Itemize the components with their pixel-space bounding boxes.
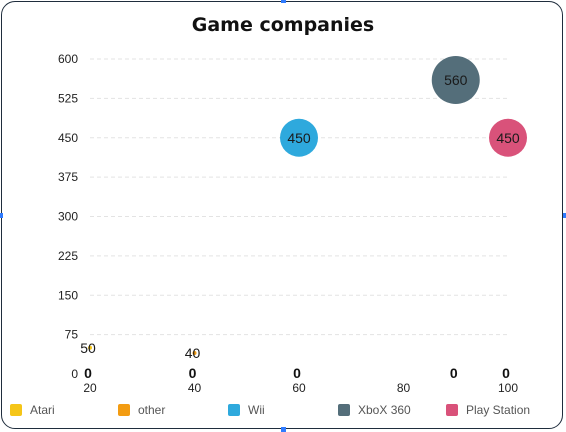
data-label-play-station: 450 <box>496 130 520 146</box>
data-label-atari: 50 <box>80 340 96 356</box>
legend-label: Play Station <box>466 403 531 417</box>
legend-swatch <box>338 404 350 416</box>
bubble-play-station <box>489 118 527 157</box>
chart-title: Game companies <box>191 14 375 36</box>
data-label-xbox-360: 560 <box>444 72 468 88</box>
legend-swatch <box>446 404 458 416</box>
chart-legend: Atari other Wii XboX 360 Play Station <box>10 403 560 421</box>
x-tick-label: 100 <box>498 381 518 395</box>
resize-handle-right[interactable] <box>563 213 566 218</box>
resize-handle-left[interactable] <box>0 213 3 218</box>
legend-label: Wii <box>248 403 265 417</box>
y-tick-label: 300 <box>58 210 78 224</box>
data-label-other: 0 <box>189 365 197 381</box>
data-label-play-station: 0 <box>502 365 510 381</box>
data-label-wii: 0 <box>293 365 301 381</box>
legend-label: other <box>138 403 166 417</box>
legend-item[interactable]: Play Station <box>446 403 530 417</box>
legend-item[interactable]: Atari <box>10 403 55 417</box>
legend-item[interactable]: Wii <box>228 403 265 417</box>
bubble-other <box>192 351 197 355</box>
x-tick-label: 60 <box>292 381 306 395</box>
legend-label: Atari <box>30 403 55 417</box>
legend-item[interactable]: other <box>118 403 165 417</box>
y-tick-label: 450 <box>58 131 78 145</box>
y-tick-label: 375 <box>58 170 78 184</box>
bubble-xbox-360 <box>431 56 480 104</box>
data-label-other: 40 <box>185 345 201 361</box>
x-tick-label: 20 <box>83 381 97 395</box>
y-tick-label: 75 <box>65 328 79 342</box>
legend-label: XboX 360 <box>358 403 411 417</box>
y-tick-label: 0 <box>71 367 78 381</box>
bubble-wii <box>280 118 318 157</box>
data-label-wii: 450 <box>287 130 311 146</box>
legend-swatch <box>228 404 240 416</box>
y-tick-label: 150 <box>58 288 78 302</box>
legend-swatch <box>10 404 22 416</box>
data-label-xbox-360: 0 <box>450 365 458 381</box>
x-tick-label: 80 <box>397 381 411 395</box>
x-tick-label: 40 <box>188 381 202 395</box>
resize-handle-bottom[interactable] <box>281 427 286 432</box>
legend-item[interactable]: XboX 360 <box>338 403 411 417</box>
bubble-atari <box>88 345 92 350</box>
resize-handle-top[interactable] <box>281 0 286 3</box>
y-tick-label: 525 <box>58 91 78 105</box>
y-tick-label: 225 <box>58 249 78 263</box>
y-tick-label: 600 <box>58 52 78 66</box>
data-label-atari: 0 <box>84 365 92 381</box>
legend-swatch <box>118 404 130 416</box>
